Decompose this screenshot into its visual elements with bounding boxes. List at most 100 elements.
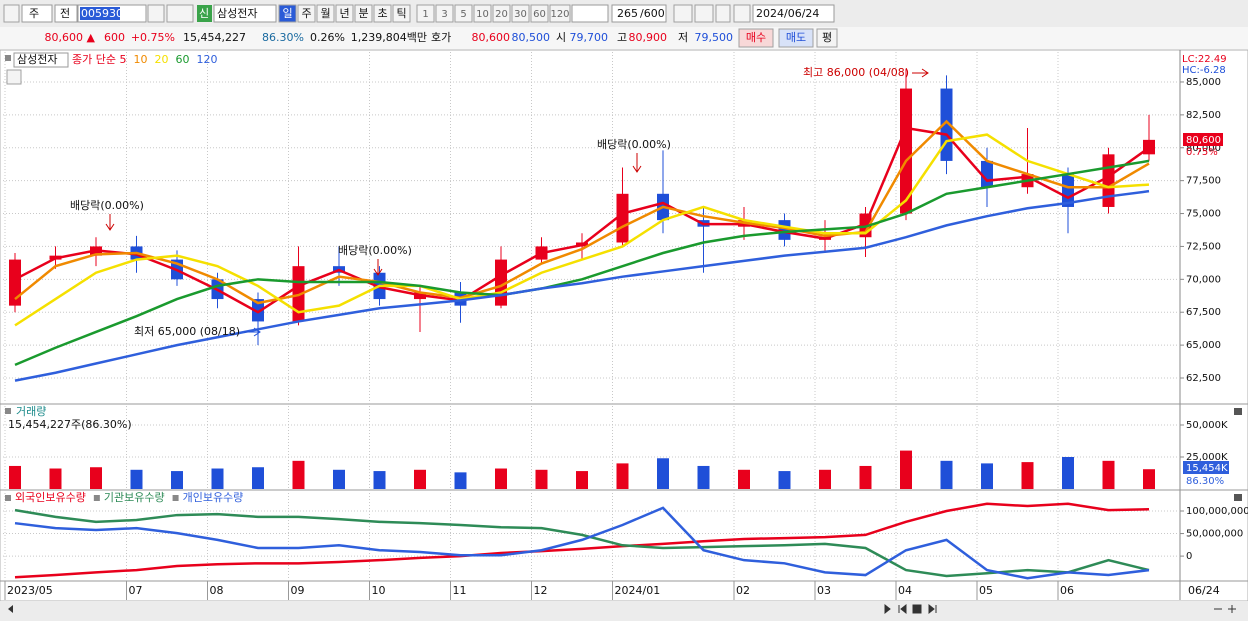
period-button[interactable] xyxy=(354,4,373,23)
interval-button[interactable] xyxy=(511,4,530,23)
period-label: 초 xyxy=(377,7,387,20)
y-tick-label: 50,000K xyxy=(1186,420,1228,431)
market-select[interactable] xyxy=(54,4,78,23)
eval-button[interactable] xyxy=(816,28,838,48)
legend-entry: 120 xyxy=(196,53,217,66)
legend-entry: 개인보유수량 xyxy=(183,491,244,504)
period-button[interactable] xyxy=(373,4,392,23)
arrow xyxy=(373,259,383,276)
volume-bar xyxy=(616,463,629,489)
x-tick-label: 12 xyxy=(534,584,548,597)
interval-button[interactable] xyxy=(492,4,511,23)
current-change: 0.75% xyxy=(1186,147,1218,158)
info-low-label: 저 xyxy=(678,31,688,44)
info-high-label: 고 xyxy=(617,31,627,44)
search-button[interactable] xyxy=(147,4,165,23)
x-tick-label: 11 xyxy=(453,584,467,597)
legend-entry: 종가 단순 5 xyxy=(72,53,126,66)
x-tick-label: 2024/01 xyxy=(615,584,661,597)
y-tick-label: 62,500 xyxy=(1186,373,1221,384)
period-unit: 주 xyxy=(29,7,39,20)
volume-bar xyxy=(211,468,224,489)
x-tick-label: 02 xyxy=(736,584,750,597)
legend-entry: 10 xyxy=(133,53,147,66)
volume-title: 거래량 xyxy=(16,405,46,418)
info-price: 80,600 ▲ xyxy=(45,31,96,44)
stock-name: 삼성전자 xyxy=(217,7,257,20)
volume-bar xyxy=(9,465,21,489)
info-volume: 15,454,227 xyxy=(183,31,246,44)
period-button[interactable] xyxy=(335,4,354,23)
series-line xyxy=(14,133,1150,327)
market: 전 xyxy=(60,7,70,20)
series-line xyxy=(14,119,1150,305)
dropdown[interactable] xyxy=(571,4,609,23)
tool-button[interactable] xyxy=(673,4,693,23)
volume-bar xyxy=(535,469,548,489)
volume-bar xyxy=(576,471,588,489)
info-change: 600 xyxy=(104,31,125,44)
info-ask: 80,600 xyxy=(472,31,511,44)
legend-entry: 기관보유수량 xyxy=(104,491,165,504)
high-annotation: 최고 86,000 (04/08) xyxy=(803,66,909,79)
info-low: 79,500 xyxy=(695,31,734,44)
close-icon[interactable] xyxy=(1234,408,1242,415)
save-button[interactable] xyxy=(715,4,731,23)
interval-button[interactable] xyxy=(530,4,549,23)
dividend-annotation: 배당락(0.00%) xyxy=(597,138,671,151)
name-box[interactable] xyxy=(213,4,277,23)
badge: 신 xyxy=(199,7,209,20)
volume-bar xyxy=(819,469,831,489)
settings-button[interactable] xyxy=(733,4,751,23)
info-open-label: 시 xyxy=(556,31,566,44)
period-button[interactable] xyxy=(297,4,316,23)
arrow xyxy=(912,68,929,78)
period-button[interactable] xyxy=(392,4,411,23)
series-line xyxy=(14,159,1150,366)
sound-button[interactable] xyxy=(166,4,194,23)
info-bid: 80,500 xyxy=(512,31,551,44)
candle-body xyxy=(1102,154,1115,207)
x-tick-label: 05 xyxy=(979,584,993,597)
x-tick-label: 04 xyxy=(898,584,912,597)
buy-button[interactable] xyxy=(738,28,774,48)
date-box[interactable] xyxy=(752,4,835,23)
interval-button[interactable] xyxy=(473,4,492,23)
x-tick-label: 06 xyxy=(1060,584,1074,597)
interval-button[interactable] xyxy=(435,4,454,23)
volume-bar xyxy=(900,450,912,489)
interval-button[interactable] xyxy=(454,4,473,23)
period-button[interactable] xyxy=(278,4,297,23)
info-amount: 1,239,804백만 xyxy=(351,31,427,44)
sell-button[interactable] xyxy=(778,28,814,48)
count-max: /600 xyxy=(640,7,665,20)
candle-body xyxy=(616,193,629,243)
x-tick-label: 09 xyxy=(291,584,305,597)
period-select[interactable] xyxy=(21,4,53,23)
table-icon[interactable] xyxy=(6,69,22,85)
volume-bar xyxy=(130,469,143,489)
close-icon[interactable] xyxy=(1234,494,1242,501)
interval-button[interactable] xyxy=(416,4,435,23)
y-tick-label: 67,500 xyxy=(1186,307,1221,318)
zoom-controls[interactable] xyxy=(1214,605,1236,613)
x-tick-label: 08 xyxy=(210,584,224,597)
menu-icon[interactable] xyxy=(3,4,20,23)
current-price: 80,600 xyxy=(1186,135,1221,146)
scroll-left[interactable] xyxy=(8,605,13,613)
period-button[interactable] xyxy=(316,4,335,23)
volume-bar xyxy=(778,471,791,489)
scroll-controls[interactable] xyxy=(884,603,937,615)
x-tick-label: 07 xyxy=(129,584,143,597)
interval-label: 10 xyxy=(476,9,489,20)
y-tick-label: 72,500 xyxy=(1186,241,1221,252)
lc: LC:22.49 xyxy=(1182,54,1227,65)
x-tick-label: 10 xyxy=(372,584,386,597)
interval-button[interactable] xyxy=(549,4,571,23)
interval-label: 5 xyxy=(460,9,466,20)
scrollbar[interactable] xyxy=(0,601,1248,621)
interval-label: 30 xyxy=(514,9,527,20)
volume-tag xyxy=(1183,461,1229,474)
dividend-annotation: 배당락(0.00%) xyxy=(70,199,144,212)
tool-button[interactable] xyxy=(694,4,714,23)
